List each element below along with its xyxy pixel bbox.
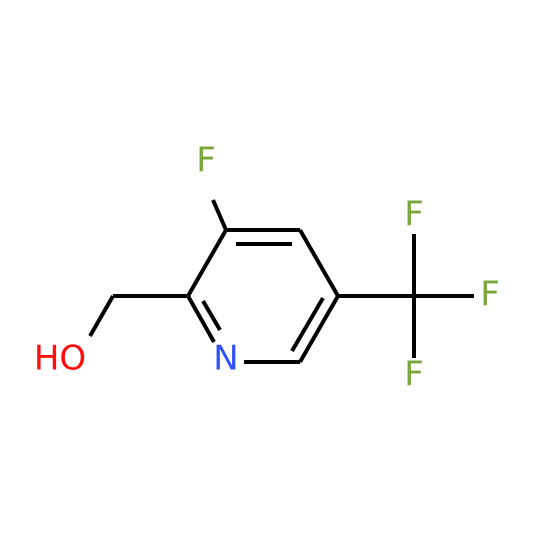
bond bbox=[186, 229, 228, 297]
bond bbox=[290, 296, 325, 353]
bonds bbox=[88, 199, 474, 364]
bond bbox=[201, 299, 222, 332]
bond bbox=[88, 295, 115, 337]
bond bbox=[298, 229, 340, 297]
atom-label: HO bbox=[34, 339, 86, 379]
bond bbox=[186, 295, 216, 343]
atom-label: N bbox=[213, 339, 238, 379]
bond bbox=[298, 295, 340, 363]
atom-label: F bbox=[196, 141, 216, 181]
atom-label: F bbox=[480, 275, 500, 315]
atom-label: F bbox=[404, 355, 424, 395]
bond bbox=[211, 199, 228, 231]
atom-label: F bbox=[404, 195, 424, 235]
